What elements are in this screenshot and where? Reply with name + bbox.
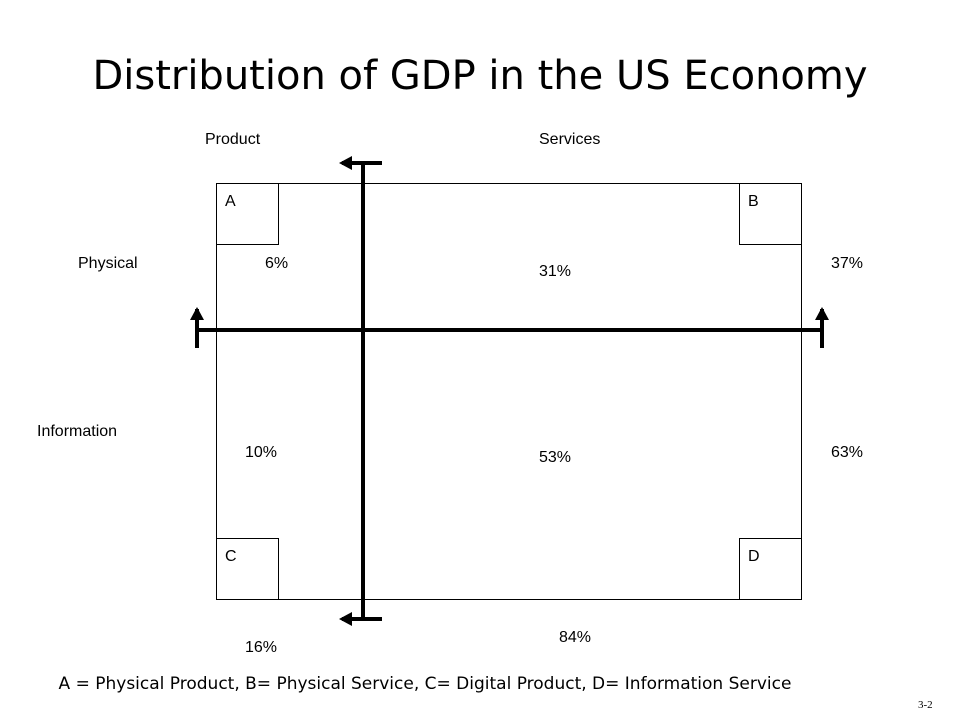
slide-title: Distribution of GDP in the US Economy (92, 53, 868, 99)
corner-box-d: D (739, 538, 802, 600)
slide-number: 3-2 (918, 699, 933, 711)
header-services: Services (539, 131, 601, 148)
value-information-total: 63% (831, 444, 864, 461)
value-physical-product: 6% (265, 255, 289, 272)
corner-box-a: A (216, 183, 279, 245)
quadrant-label-a: A (225, 193, 236, 210)
quadrant-label-b: B (748, 193, 759, 210)
quadrant-label-c: C (225, 548, 237, 565)
value-physical-services: 31% (539, 263, 572, 280)
value-information-services: 53% (539, 449, 572, 466)
corner-box-b: B (739, 183, 802, 245)
left-arrowhead (190, 307, 204, 320)
quadrant-label-d: D (748, 548, 760, 565)
header-product: Product (205, 131, 261, 148)
legend-text: A = Physical Product, B= Physical Servic… (58, 674, 792, 694)
value-physical-total: 37% (831, 255, 864, 272)
top-arrowhead (339, 156, 352, 170)
header-physical: Physical (78, 255, 138, 272)
value-product-total: 16% (245, 639, 278, 656)
value-services-total: 84% (559, 629, 592, 646)
quadrant-frame (216, 183, 802, 600)
value-information-product: 10% (245, 444, 278, 461)
right-arrowhead (815, 307, 829, 320)
bottom-arrowhead (339, 612, 352, 626)
corner-box-c: C (216, 538, 279, 600)
header-information: Information (37, 423, 118, 440)
